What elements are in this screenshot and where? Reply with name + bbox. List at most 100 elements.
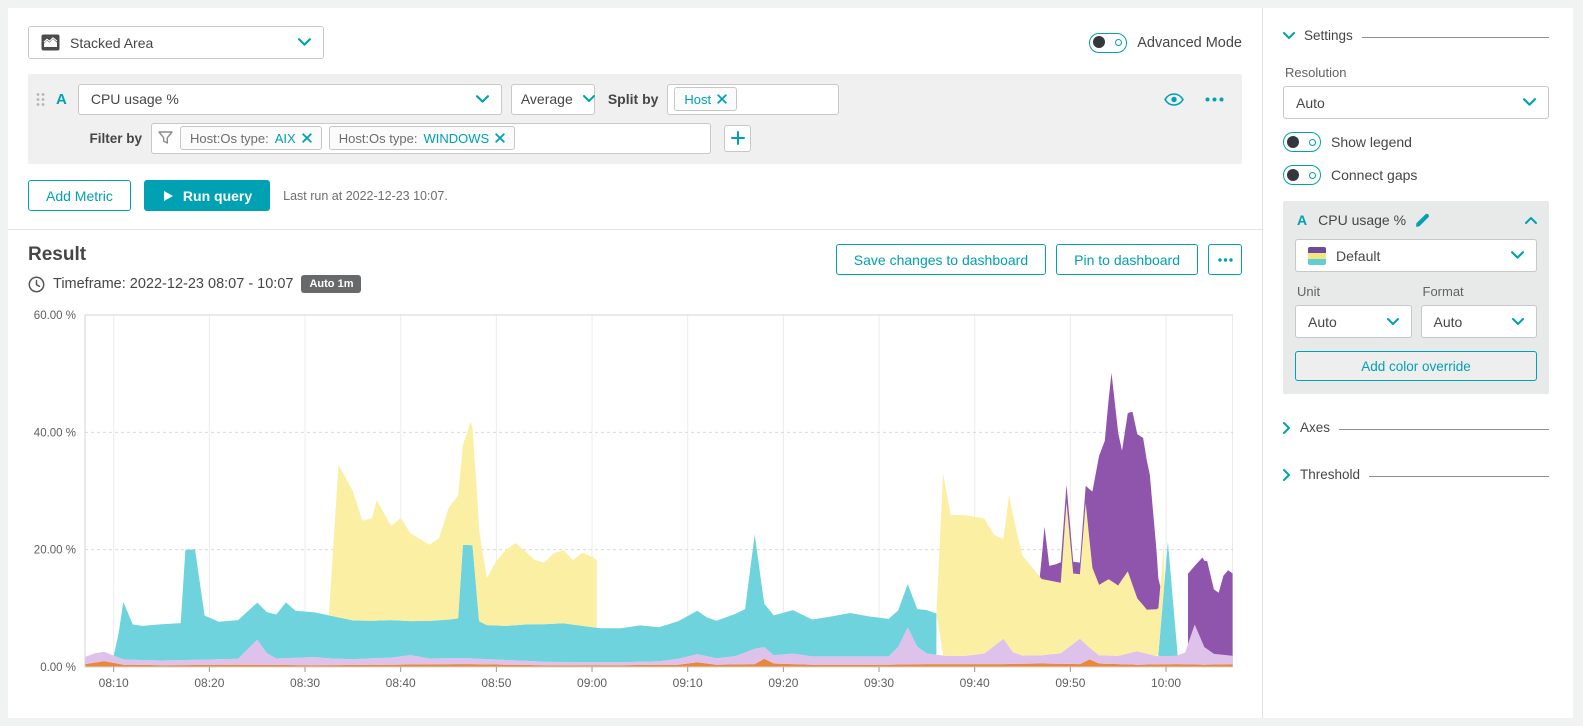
pin-to-dashboard-button[interactable]: Pin to dashboard — [1056, 244, 1198, 275]
svg-text:0.00 %: 0.00 % — [40, 662, 76, 674]
edit-pencil-icon[interactable] — [1415, 213, 1430, 228]
result-title: Result — [28, 244, 87, 265]
svg-text:20.00 %: 20.00 % — [34, 545, 76, 557]
chevron-down-icon — [1386, 317, 1399, 326]
filter-input[interactable]: Host:Os type: AIX Host:Os type: WINDOWS — [151, 122, 711, 154]
chart-type-select[interactable]: Stacked Area — [28, 26, 324, 59]
query-options-button[interactable] — [1199, 93, 1230, 106]
chevron-right-icon — [1283, 468, 1291, 481]
svg-text:08:20: 08:20 — [194, 676, 224, 690]
svg-text:60.00 %: 60.00 % — [34, 310, 76, 322]
svg-text:09:40: 09:40 — [960, 676, 990, 690]
run-query-button[interactable]: Run query — [143, 180, 271, 211]
timeframe-row: Timeframe: 2022-12-23 08:07 - 10:07 Auto… — [28, 275, 362, 293]
stacked-area-chart-icon — [41, 34, 60, 51]
resolution-badge: Auto 1m — [301, 275, 362, 293]
aggregation-value: Average — [520, 91, 573, 107]
add-metric-button[interactable]: Add Metric — [28, 180, 131, 211]
remove-tag-icon[interactable] — [302, 133, 312, 143]
format-value: Auto — [1433, 313, 1463, 330]
chevron-down-icon — [1512, 317, 1524, 326]
advanced-mode-toggle[interactable] — [1089, 32, 1128, 53]
drag-handle-icon[interactable] — [36, 92, 45, 107]
resolution-select[interactable]: Auto — [1283, 86, 1549, 119]
unit-label: Unit — [1297, 284, 1321, 299]
color-scheme-select[interactable]: Default — [1295, 239, 1537, 272]
split-by-label: Split by — [607, 91, 659, 107]
svg-text:09:30: 09:30 — [864, 676, 894, 690]
axes-section-header[interactable]: Axes — [1283, 420, 1549, 435]
chart-type-value: Stacked Area — [70, 34, 154, 51]
svg-text:09:50: 09:50 — [1055, 676, 1085, 690]
add-color-override-button[interactable]: Add color override — [1295, 351, 1537, 381]
settings-section-header[interactable]: Settings — [1283, 28, 1549, 43]
result-header: Result Timeframe: 2022-12-23 08:07 - 10:… — [28, 244, 1242, 293]
show-legend-toggle[interactable] — [1283, 132, 1321, 152]
settings-sidebar: Settings Resolution Auto Show legend Con… — [1262, 8, 1573, 718]
save-to-dashboard-button[interactable]: Save changes to dashboard — [835, 244, 1047, 275]
metric-panel-header: A CPU usage % — [1295, 212, 1537, 228]
filter-tag-windows: Host:Os type: WINDOWS — [328, 126, 516, 150]
section-rule — [1361, 36, 1549, 38]
svg-text:08:30: 08:30 — [290, 676, 320, 690]
metric-letter: A — [1297, 212, 1308, 228]
chevron-down-icon — [475, 94, 489, 104]
axes-title: Axes — [1300, 420, 1331, 435]
connect-gaps-label: Connect gaps — [1331, 167, 1418, 183]
remove-tag-icon[interactable] — [717, 94, 727, 104]
svg-text:08:40: 08:40 — [386, 676, 416, 690]
unit-select[interactable]: Auto — [1295, 305, 1412, 338]
ellipsis-icon — [1217, 257, 1233, 262]
svg-text:09:20: 09:20 — [768, 676, 798, 690]
threshold-title: Threshold — [1300, 467, 1361, 482]
chevron-down-icon — [1523, 98, 1536, 107]
remove-tag-icon[interactable] — [495, 133, 505, 143]
result-options-button[interactable] — [1208, 244, 1242, 275]
preview-visibility-button[interactable] — [1158, 89, 1190, 110]
ellipsis-icon — [1205, 97, 1224, 102]
aggregation-select[interactable]: Average — [510, 83, 595, 115]
add-filter-button[interactable] — [724, 124, 751, 152]
metric-select[interactable]: CPU usage % — [77, 83, 502, 115]
split-tag-value: Host — [684, 91, 712, 107]
split-tag-host: Host — [674, 87, 738, 111]
resolution-value: Auto — [1296, 94, 1325, 111]
filter-tag-value: AIX — [274, 130, 296, 146]
svg-text:08:50: 08:50 — [481, 676, 511, 690]
section-rule — [1369, 475, 1549, 477]
metric-settings-panel: A CPU usage % Default Unit — [1283, 201, 1549, 394]
main-panel: Stacked Area Advanced Mode A CPU usage % — [8, 8, 1262, 718]
resolution-label: Resolution — [1285, 65, 1347, 80]
plus-icon — [730, 131, 745, 145]
chevron-right-icon — [1283, 421, 1291, 434]
svg-text:08:10: 08:10 — [99, 676, 129, 690]
filter-by-label: Filter by — [89, 130, 142, 146]
connect-gaps-toggle[interactable] — [1283, 165, 1321, 185]
chevron-down-icon — [1283, 31, 1295, 40]
filter-tag-aix: Host:Os type: AIX — [180, 126, 322, 150]
connect-gaps-row: Connect gaps — [1283, 165, 1549, 185]
metric-value: CPU usage % — [90, 91, 179, 107]
chevron-down-icon — [1511, 251, 1524, 260]
last-run-text: Last run at 2022-12-23 10:07. — [283, 188, 448, 203]
stacked-area-chart[interactable]: 0.00 % 20.00 % 40.00 % 60.00 % 08:10 08:20 08:… — [28, 301, 1242, 701]
filter-tag-value: WINDOWS — [423, 130, 490, 146]
run-row: Add Metric Run query Last run at 2022-12… — [28, 180, 1242, 211]
chevron-down-icon — [298, 38, 311, 47]
format-select[interactable]: Auto — [1420, 305, 1537, 338]
metric-name: CPU usage % — [1318, 212, 1407, 228]
svg-text:10:00: 10:00 — [1151, 676, 1181, 690]
svg-text:40.00 %: 40.00 % — [34, 427, 76, 439]
svg-text:09:10: 09:10 — [673, 676, 703, 690]
chevron-down-icon — [582, 95, 595, 103]
threshold-section-header[interactable]: Threshold — [1283, 467, 1549, 482]
color-scheme-swatch — [1308, 246, 1326, 265]
chart-canvas[interactable]: 0.00 % 20.00 % 40.00 % 60.00 % 08:10 08:20 08:… — [28, 301, 1233, 701]
collapse-metric-chevron-up-icon[interactable] — [1525, 216, 1537, 224]
eye-icon — [1164, 92, 1184, 106]
clock-icon — [28, 276, 45, 293]
show-legend-label: Show legend — [1331, 134, 1412, 150]
split-by-input[interactable]: Host — [667, 83, 840, 115]
advanced-mode-row: Advanced Mode — [1089, 32, 1242, 53]
filter-row: Filter by Host:Os type: AIX Host:Os type… — [36, 119, 1234, 157]
